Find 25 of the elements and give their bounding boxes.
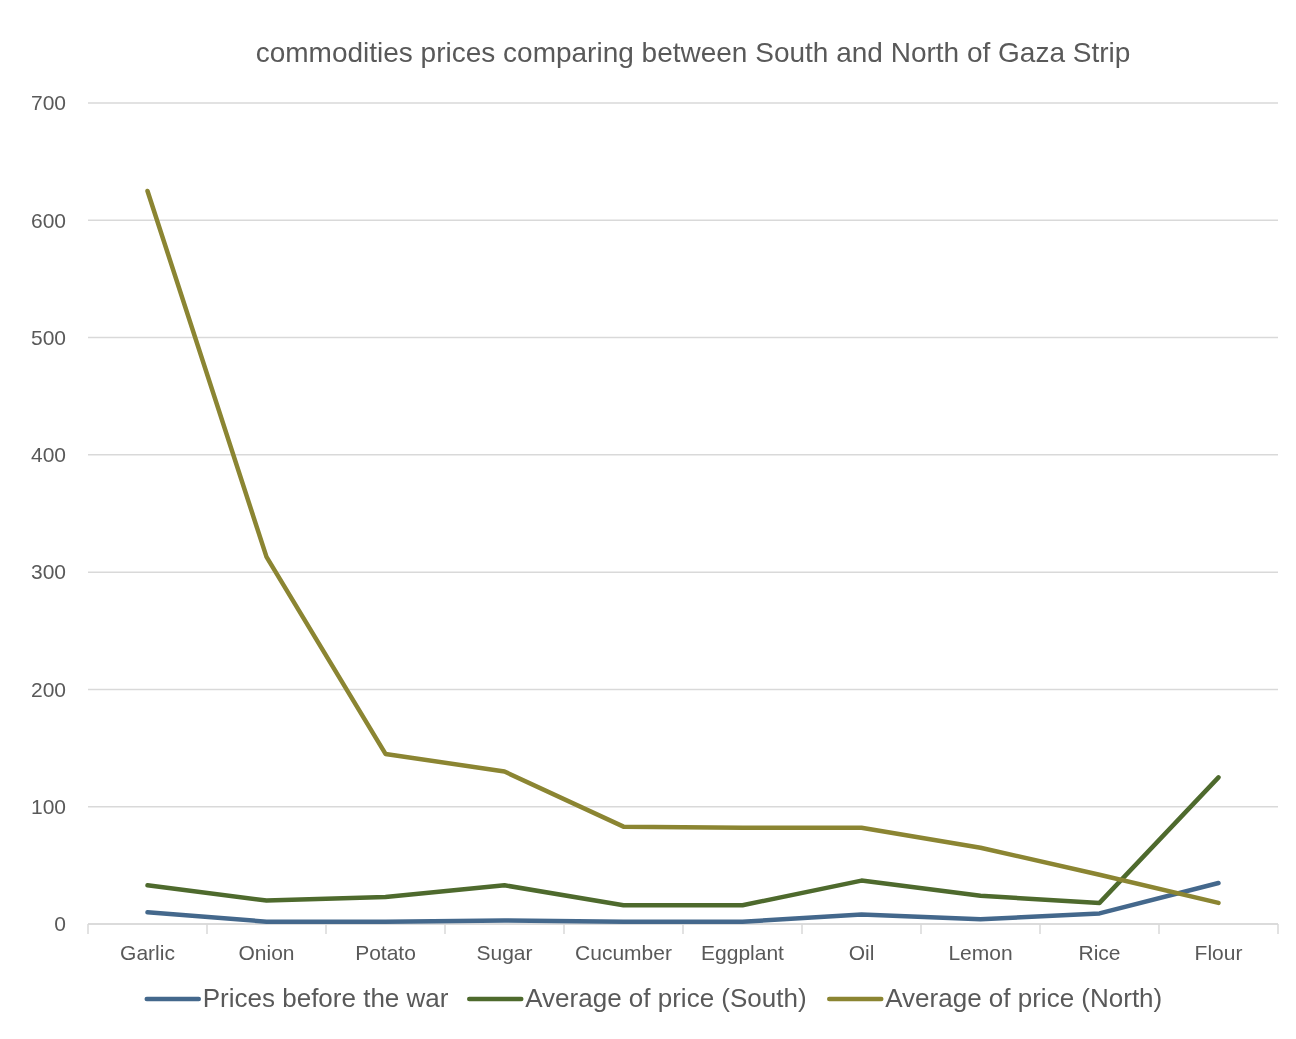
y-tick-label: 600 bbox=[30, 208, 66, 232]
x-tick-label: Cucumber bbox=[575, 941, 672, 964]
line-series bbox=[145, 880, 1221, 924]
x-tick-label: Potato bbox=[355, 941, 416, 964]
x-tick-label: Onion bbox=[238, 941, 295, 964]
x-tick-label: Lemon bbox=[948, 941, 1013, 964]
x-tick-label: Flour bbox=[1194, 941, 1243, 964]
x-tick-label: Sugar bbox=[476, 941, 533, 964]
legend-label: Prices before the war bbox=[202, 983, 449, 1013]
y-tick-label: 700 bbox=[30, 91, 66, 115]
y-tick-label: 0 bbox=[54, 912, 66, 936]
line-series bbox=[145, 775, 1221, 908]
x-tick-label: Eggplant bbox=[701, 941, 785, 964]
x-tick-label: Oil bbox=[848, 941, 875, 964]
y-tick-label: 400 bbox=[30, 443, 66, 467]
y-tick-label: 200 bbox=[30, 677, 66, 701]
line-series bbox=[145, 188, 1221, 906]
legend-label: Average of price (North) bbox=[885, 983, 1163, 1013]
y-tick-label: 300 bbox=[30, 560, 66, 584]
y-tick-label: 500 bbox=[30, 325, 66, 349]
x-tick-label: Rice bbox=[1078, 941, 1121, 964]
x-tick-label: Garlic bbox=[120, 941, 175, 964]
chart-title: commodities prices comparing between South and North of Gaza Strip bbox=[255, 37, 1131, 68]
legend-label: Average of price (South) bbox=[525, 983, 807, 1013]
y-tick-label: 100 bbox=[30, 795, 66, 819]
